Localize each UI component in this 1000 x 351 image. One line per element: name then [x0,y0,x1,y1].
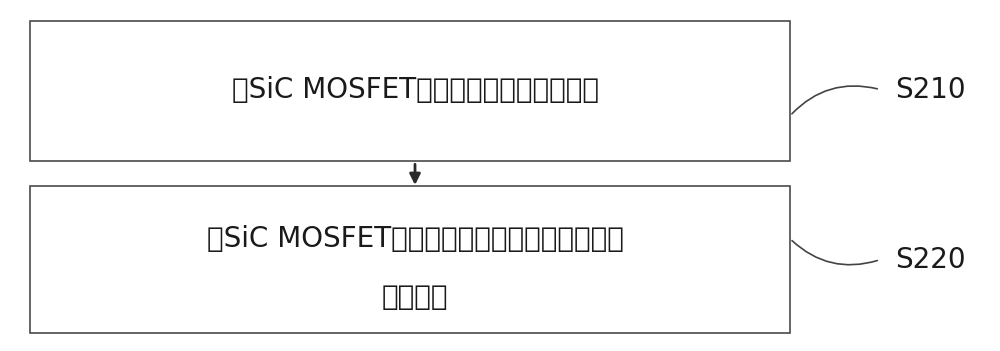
Text: 预设时间: 预设时间 [382,283,448,311]
Text: S220: S220 [895,246,966,274]
FancyBboxPatch shape [30,21,790,161]
Text: 向SiC MOSFET器件施加预设电压的情况下持续: 向SiC MOSFET器件施加预设电压的情况下持续 [207,225,623,253]
Text: 将SiC MOSFET器件置于预设温度环境下: 将SiC MOSFET器件置于预设温度环境下 [232,75,598,104]
Text: S210: S210 [895,75,966,104]
FancyBboxPatch shape [30,186,790,333]
